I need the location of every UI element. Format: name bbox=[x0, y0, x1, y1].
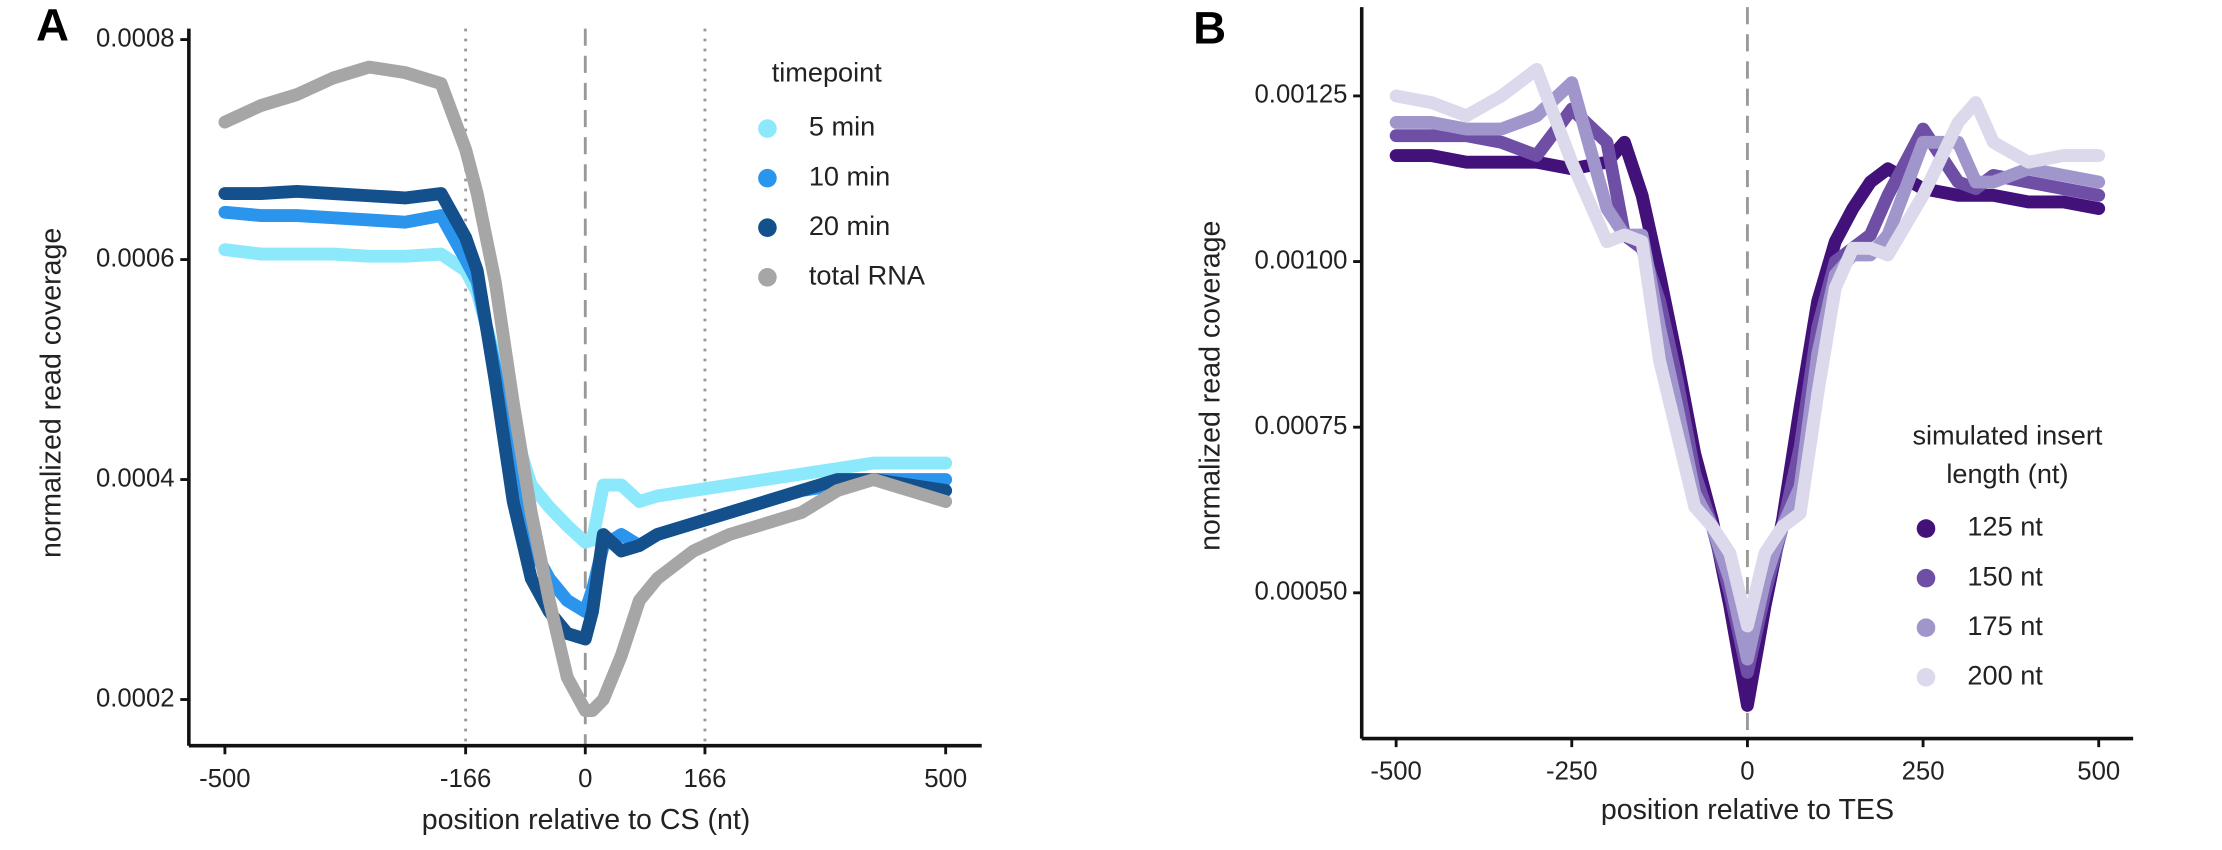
x-axis-label: position relative to CS (nt) bbox=[422, 804, 751, 836]
x-tick-label: 0 bbox=[578, 765, 592, 793]
legend-label: total RNA bbox=[809, 259, 926, 290]
panel-label: A bbox=[36, 0, 69, 51]
legend-marker bbox=[1916, 618, 1936, 637]
legend-title: timepoint bbox=[772, 56, 883, 87]
legend-marker bbox=[1916, 519, 1936, 538]
legend-label: 175 nt bbox=[1967, 610, 2043, 641]
y-tick-label: 0.0006 bbox=[96, 244, 175, 272]
series-line bbox=[1389, 76, 2106, 666]
legend-marker bbox=[758, 119, 777, 138]
y-tick-label: 0.00050 bbox=[1255, 578, 1348, 606]
x-tick-label: 500 bbox=[2077, 758, 2120, 786]
y-tick-label: 0.00100 bbox=[1255, 246, 1348, 274]
x-tick-label: 500 bbox=[924, 765, 967, 793]
legend-marker bbox=[758, 268, 777, 287]
y-tick-label: 0.0002 bbox=[96, 684, 175, 712]
x-axis-label: position relative to TES bbox=[1601, 794, 1894, 826]
legend-marker bbox=[758, 218, 777, 237]
panel-label: B bbox=[1193, 3, 1226, 54]
y-tick-label: 0.0004 bbox=[96, 464, 175, 492]
legend-label: 20 min bbox=[809, 210, 890, 241]
y-tick-label: 0.0008 bbox=[96, 24, 175, 52]
legend-label: 5 min bbox=[809, 111, 875, 142]
series-line bbox=[1389, 62, 2106, 633]
x-tick-label: 250 bbox=[1902, 758, 1945, 786]
y-axis-label: normalized read coverage bbox=[36, 228, 68, 558]
legend-label: 125 nt bbox=[1967, 511, 2043, 542]
y-axis-label: normalized read coverage bbox=[1194, 221, 1226, 551]
legend-label: 150 nt bbox=[1967, 560, 2043, 591]
legend-title: simulated insert bbox=[1912, 419, 2102, 450]
legend-marker bbox=[1916, 568, 1936, 588]
x-tick-label: -500 bbox=[1370, 758, 1421, 786]
legend-marker bbox=[1916, 668, 1936, 687]
y-tick-label: 0.00125 bbox=[1255, 81, 1348, 109]
legend-label: 200 nt bbox=[1967, 659, 2043, 690]
x-tick-label: 166 bbox=[683, 765, 726, 793]
series-line bbox=[218, 60, 953, 717]
x-tick-label: 0 bbox=[1740, 758, 1754, 786]
y-tick-label: 0.00075 bbox=[1255, 412, 1348, 440]
x-tick-label: -250 bbox=[1546, 758, 1597, 786]
legend-marker bbox=[758, 168, 777, 188]
series-line bbox=[218, 184, 953, 646]
series-line bbox=[218, 243, 953, 549]
legend-label: 10 min bbox=[809, 160, 890, 191]
x-tick-label: -500 bbox=[199, 765, 250, 793]
x-tick-label: -166 bbox=[440, 765, 491, 793]
legend-title: length (nt) bbox=[1946, 458, 2068, 489]
